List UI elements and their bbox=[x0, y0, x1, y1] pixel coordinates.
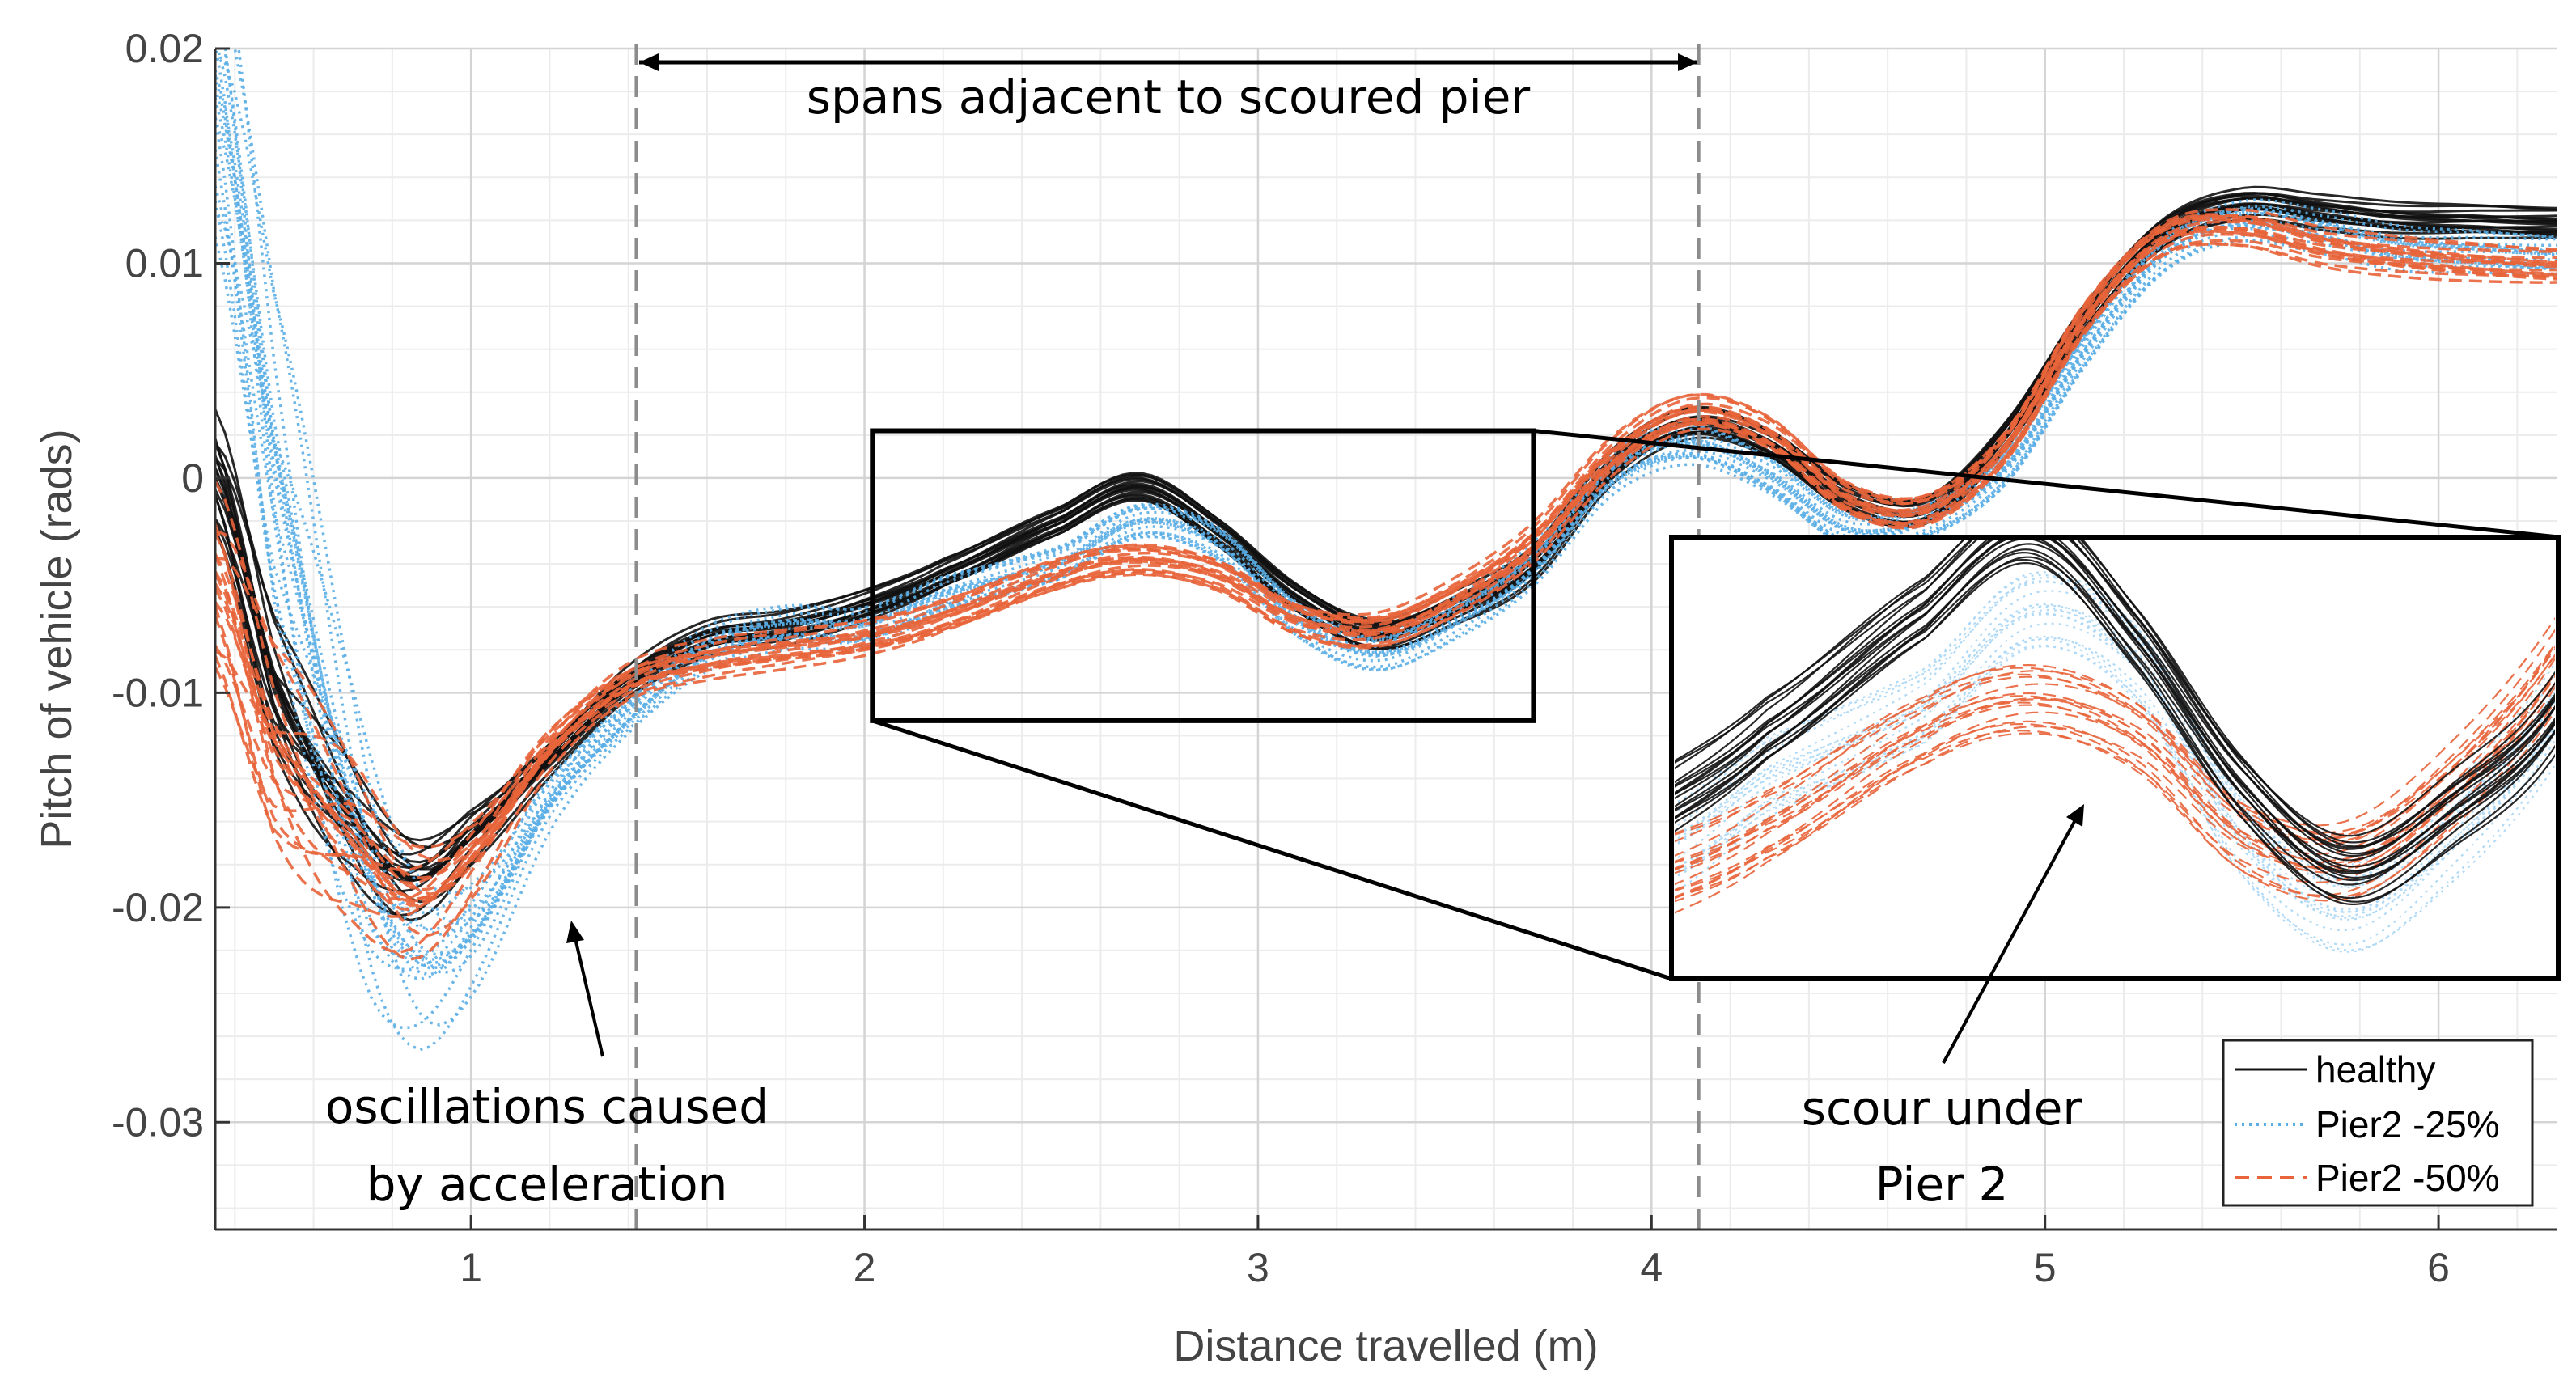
series-line bbox=[233, 49, 2557, 1027]
zoom-connector-top bbox=[1533, 429, 2559, 540]
axes bbox=[214, 49, 2557, 1231]
series-line bbox=[215, 205, 2557, 924]
y-tick-label: -0.03 bbox=[112, 1099, 204, 1145]
x-tick-label: 1 bbox=[460, 1245, 482, 1290]
series-line bbox=[215, 213, 2557, 912]
inset-series-line bbox=[1675, 685, 2555, 896]
series-pier2-50- bbox=[215, 208, 2557, 961]
y-ticks: 0.02 0.01 0 -0.01 -0.02 -0.03 bbox=[112, 26, 230, 1145]
zoom-source-box bbox=[870, 428, 1536, 723]
inset-series-line bbox=[1675, 622, 2555, 911]
inset-series-line bbox=[1675, 644, 2555, 946]
inset-series-line bbox=[1675, 654, 2555, 870]
series-line bbox=[215, 239, 2557, 954]
series-line bbox=[215, 217, 2557, 872]
inset-series-line bbox=[1675, 603, 2555, 919]
series-line bbox=[215, 243, 2557, 961]
legend-label-pier50: Pier2 -50% bbox=[2315, 1157, 2500, 1199]
inset-series-line bbox=[1675, 642, 2555, 870]
series-line bbox=[215, 218, 2557, 849]
legend-label-pier25: Pier2 -25% bbox=[2315, 1103, 2500, 1145]
inset-series-line bbox=[1675, 558, 2555, 900]
series-line bbox=[215, 116, 2557, 957]
scour-annotation-line1: scour under bbox=[1802, 1081, 2082, 1136]
zoom-callout bbox=[870, 428, 2561, 981]
spans-annotation: spans adjacent to scoured pier bbox=[807, 70, 1531, 125]
inset-series-line bbox=[1675, 612, 2555, 913]
zoom-inset-plot bbox=[1675, 540, 2555, 953]
spans-arrow bbox=[639, 53, 1697, 71]
series-line bbox=[215, 227, 2557, 900]
x-tick-label: 6 bbox=[2427, 1245, 2450, 1290]
inset-series-line bbox=[1675, 653, 2555, 857]
scour-annotation-line2: Pier 2 bbox=[1875, 1157, 2009, 1212]
inset-series-line bbox=[1675, 540, 2555, 837]
x-axis-label: Distance travelled (m) bbox=[1173, 1322, 1598, 1370]
series-line bbox=[215, 208, 2557, 896]
y-tick-label: 0.01 bbox=[125, 240, 204, 286]
x-tick-label: 2 bbox=[854, 1245, 876, 1290]
legend-label-healthy: healthy bbox=[2315, 1048, 2435, 1090]
inset-series-line bbox=[1675, 616, 2555, 836]
series-line bbox=[215, 70, 2557, 970]
inset-series-line bbox=[1675, 657, 2555, 868]
zoom-connector-bottom bbox=[871, 718, 1672, 981]
inset-series-line bbox=[1675, 540, 2555, 850]
y-tick-label: 0.02 bbox=[125, 26, 204, 71]
series-line bbox=[215, 117, 2557, 972]
x-tick-label: 5 bbox=[2034, 1245, 2057, 1290]
y-tick-label: 0 bbox=[181, 455, 204, 501]
inset-series-line bbox=[1675, 638, 2555, 953]
series-line bbox=[237, 49, 2557, 1052]
series-layer bbox=[215, 49, 2557, 1052]
inset-series-line bbox=[1675, 671, 2555, 899]
y-axis-label: Pitch of vehicle (rads) bbox=[32, 429, 81, 849]
oscillation-annotation-line2: by acceleration bbox=[366, 1157, 728, 1212]
legend-box bbox=[2222, 1039, 2534, 1207]
series-line bbox=[215, 214, 2557, 862]
scour-arrow bbox=[1942, 804, 2084, 1064]
inset-series-line bbox=[1675, 606, 2555, 921]
y-tick-label: -0.02 bbox=[112, 885, 204, 930]
inset-series-line bbox=[1675, 681, 2555, 886]
x-tick-label: 3 bbox=[1247, 1245, 1269, 1290]
oscillation-annotation-line1: oscillations caused bbox=[325, 1079, 769, 1134]
inset-series-healthy bbox=[1675, 540, 2555, 905]
series-line bbox=[215, 242, 2557, 937]
inset-series-line bbox=[1675, 637, 2555, 917]
oscillation-arrow bbox=[566, 921, 604, 1057]
inset-series-pier2-50- bbox=[1675, 616, 2555, 914]
inset-series-line bbox=[1675, 628, 2555, 840]
y-tick-label: -0.01 bbox=[112, 670, 204, 715]
series-line bbox=[222, 49, 2557, 981]
inset-series-line bbox=[1675, 540, 2555, 874]
inset-series-line bbox=[1675, 635, 2555, 951]
inset-series-line bbox=[1675, 590, 2555, 879]
x-ticks: 1 2 3 4 5 6 bbox=[460, 1215, 2450, 1290]
series-line bbox=[215, 230, 2557, 904]
series-line bbox=[223, 49, 2557, 1029]
x-tick-label: 4 bbox=[1640, 1245, 1663, 1290]
legend: healthy Pier2 -25% Pier2 -50% bbox=[2222, 1039, 2534, 1207]
series-line bbox=[215, 214, 2557, 901]
